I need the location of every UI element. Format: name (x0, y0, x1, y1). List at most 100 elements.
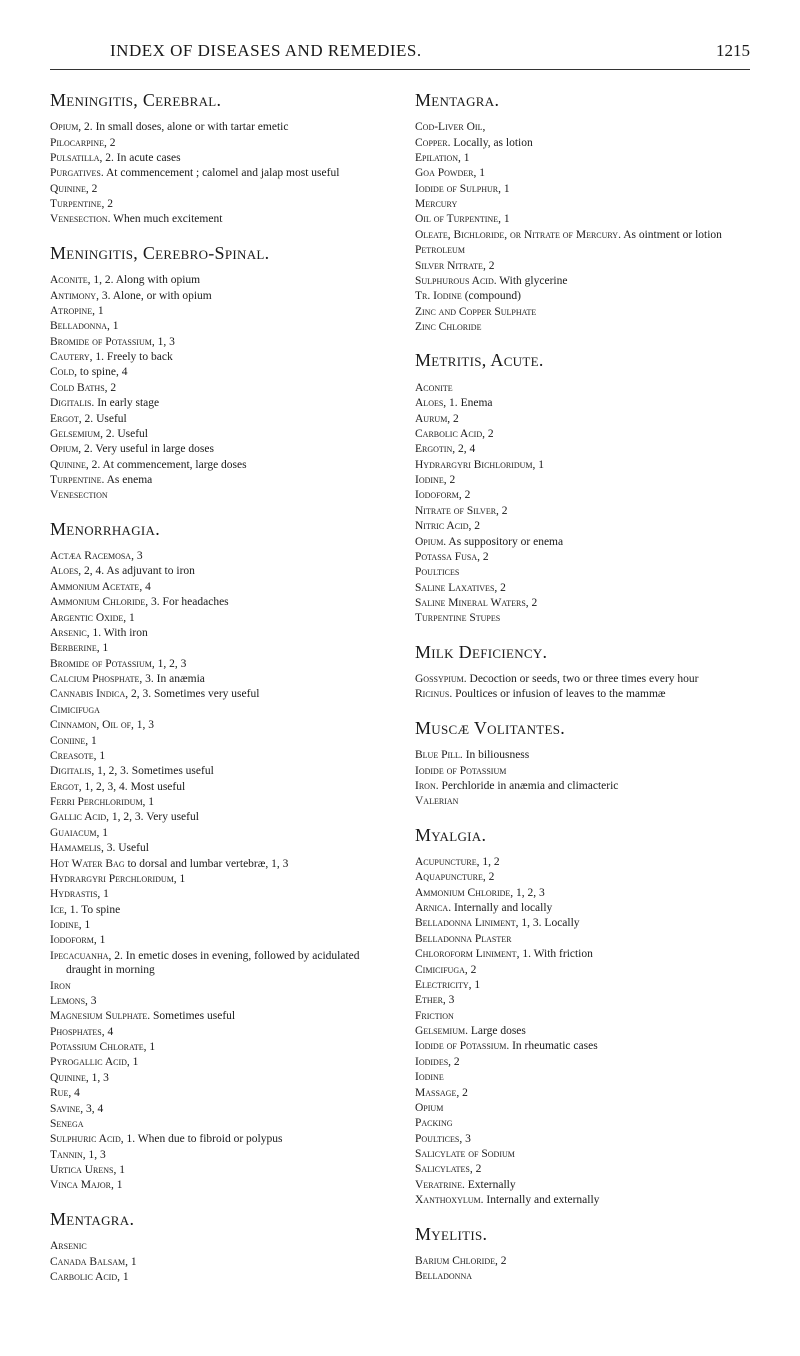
index-entry: Hot Water Bag to dorsal and lumbar verte… (50, 857, 385, 871)
index-entry: Iodine (415, 1070, 750, 1084)
index-entry: Arsenic, 1. With iron (50, 626, 385, 640)
entry-term: Ammonium Acetate, 4 (50, 581, 151, 593)
entry-note: Sometimes very useful (151, 688, 259, 700)
index-entry: Canada Balsam, 1 (50, 1255, 385, 1269)
entry-term: Iron (50, 980, 71, 992)
index-entry: Sulphurous Acid. With glycerine (415, 274, 750, 288)
entry-term: Lemons, 3 (50, 995, 97, 1007)
entry-term: Opium, 2. (50, 121, 93, 133)
index-entry: Ether, 3 (415, 993, 750, 1007)
index-entry: Nitric Acid, 2 (415, 519, 750, 533)
index-entry: Aloes, 1. Enema (415, 396, 750, 410)
index-entry: Cannabis Indica, 2, 3. Sometimes very us… (50, 687, 385, 701)
index-entry: Bromide of Potassium, 1, 3 (50, 335, 385, 349)
index-entry: Berberine, 1 (50, 641, 385, 655)
entry-term: Arsenic, 1. (50, 627, 101, 639)
entry-note: Internally and locally (451, 902, 552, 914)
entry-term: Gallic Acid, 1, 2, 3. (50, 811, 144, 823)
index-entry: Belladonna (415, 1269, 750, 1283)
index-entry: Quinine, 1, 3 (50, 1071, 385, 1085)
index-entry: Ice, 1. To spine (50, 903, 385, 917)
entry-term: Saline Mineral Waters, 2 (415, 597, 537, 609)
entry-term: Quinine, 2. (50, 459, 100, 471)
index-entry: Nitrate of Silver, 2 (415, 504, 750, 518)
entry-term: Hydrastis, 1 (50, 888, 109, 900)
entry-term: Hydrargyri Bichloridum, 1 (415, 459, 544, 471)
entry-term: Potassa Fusa, 2 (415, 551, 489, 563)
index-entry: Turpentine. As enema (50, 473, 385, 487)
entry-note: Useful (114, 428, 148, 440)
entry-note: To spine (78, 904, 120, 916)
entry-note: Useful (115, 842, 149, 854)
section-title: Myelitis. (415, 1222, 750, 1246)
entry-note: Sometimes useful (129, 765, 214, 777)
header-rule (50, 69, 750, 70)
entry-note: At commencement ; calomel and jalap most… (104, 167, 340, 179)
index-entry: Chloroform Liniment, 1. With friction (415, 947, 750, 961)
entry-term: Ergot, 1, 2, 3, 4. (50, 781, 128, 793)
index-entry: Acupuncture, 1, 2 (415, 855, 750, 869)
entry-term: Barium Chloride, 2 (415, 1255, 507, 1267)
entry-term: Electricity, 1 (415, 979, 480, 991)
index-entry: Copper. Locally, as lotion (415, 136, 750, 150)
entry-term: Venesection (50, 489, 108, 501)
index-entry: Argentic Oxide, 1 (50, 611, 385, 625)
entry-term: Belladonna, 1 (50, 320, 119, 332)
entry-term: Aconite (415, 382, 453, 394)
entry-term: Opium. (415, 536, 446, 548)
entry-term: Ice, 1. (50, 904, 78, 916)
index-entry: Potassa Fusa, 2 (415, 550, 750, 564)
entry-term: Tr. Iodine (415, 290, 462, 302)
entry-term: Turpentine. (50, 474, 104, 486)
entry-note: Alone, or with opium (110, 290, 211, 302)
entry-term: Pulsatilla, 2. (50, 152, 114, 164)
index-entry: Opium (415, 1101, 750, 1115)
index-entry: Ergot, 2. Useful (50, 412, 385, 426)
index-entry: Opium, 2. Very useful in large doses (50, 442, 385, 456)
entry-term: Turpentine, 2 (50, 198, 113, 210)
entry-term: Iodine, 2 (415, 474, 455, 486)
entry-note: In rheumatic cases (509, 1040, 597, 1052)
entry-term: Copper. (415, 137, 450, 149)
entry-term: Belladonna Plaster (415, 933, 512, 945)
entry-term: Gelsemium. (415, 1025, 468, 1037)
index-entry: Sulphuric Acid, 1. When due to fibroid o… (50, 1132, 385, 1146)
entry-term: Ipecacuanha, 2. (50, 950, 123, 962)
entry-term: Nitric Acid, 2 (415, 520, 480, 532)
entry-term: Digitalis. (50, 397, 94, 409)
index-entry: Aconite (415, 381, 750, 395)
index-entry: Lemons, 3 (50, 994, 385, 1008)
index-entry: Electricity, 1 (415, 978, 750, 992)
index-entry: Cold Baths, 2 (50, 381, 385, 395)
entry-term: Cautery, 1. (50, 351, 104, 363)
entry-term: Atropine, 1 (50, 305, 104, 317)
index-entry: Saline Laxatives, 2 (415, 581, 750, 595)
entry-note: to dorsal and lumbar vertebræ, 1, 3 (125, 858, 289, 870)
entry-term: Ammonium Chloride, 1, 2, 3 (415, 887, 545, 899)
entry-term: Calcium Phosphate, 3. (50, 673, 154, 685)
entry-term: Canada Balsam, 1 (50, 1256, 137, 1268)
index-entry: Iodoform, 2 (415, 488, 750, 502)
entry-term: Creasote, 1 (50, 750, 105, 762)
index-entry: Creasote, 1 (50, 749, 385, 763)
entry-term: Iodide of Potassium (415, 765, 506, 777)
entry-term: Cimicifuga, 2 (415, 964, 476, 976)
index-entry: Iodine, 1 (50, 918, 385, 932)
index-entry: Poultices (415, 565, 750, 579)
entry-term: Carbolic Acid, 1 (50, 1271, 129, 1283)
entry-term: Argentic Oxide, 1 (50, 612, 135, 624)
entry-term: Rue, 4 (50, 1087, 80, 1099)
entry-term: Blue Pill. (415, 749, 463, 761)
index-entry: Iodides, 2 (415, 1055, 750, 1069)
index-entry: Gelsemium, 2. Useful (50, 427, 385, 441)
index-entry: Cinnamon, Oil of, 1, 3 (50, 718, 385, 732)
index-entry: Salicylates, 2 (415, 1162, 750, 1176)
entry-term: Hamamelis, 3. (50, 842, 115, 854)
index-entry: Aconite, 1, 2. Along with opium (50, 273, 385, 287)
entry-note: With glycerine (497, 275, 568, 287)
index-entry: Cautery, 1. Freely to back (50, 350, 385, 364)
column-left: Meningitis, Cerebral.Opium, 2. In small … (50, 88, 385, 1285)
entry-term: Petroleum (415, 244, 465, 256)
section-title: Metritis, Acute. (415, 348, 750, 372)
entry-term: Pyrogallic Acid, 1 (50, 1056, 138, 1068)
